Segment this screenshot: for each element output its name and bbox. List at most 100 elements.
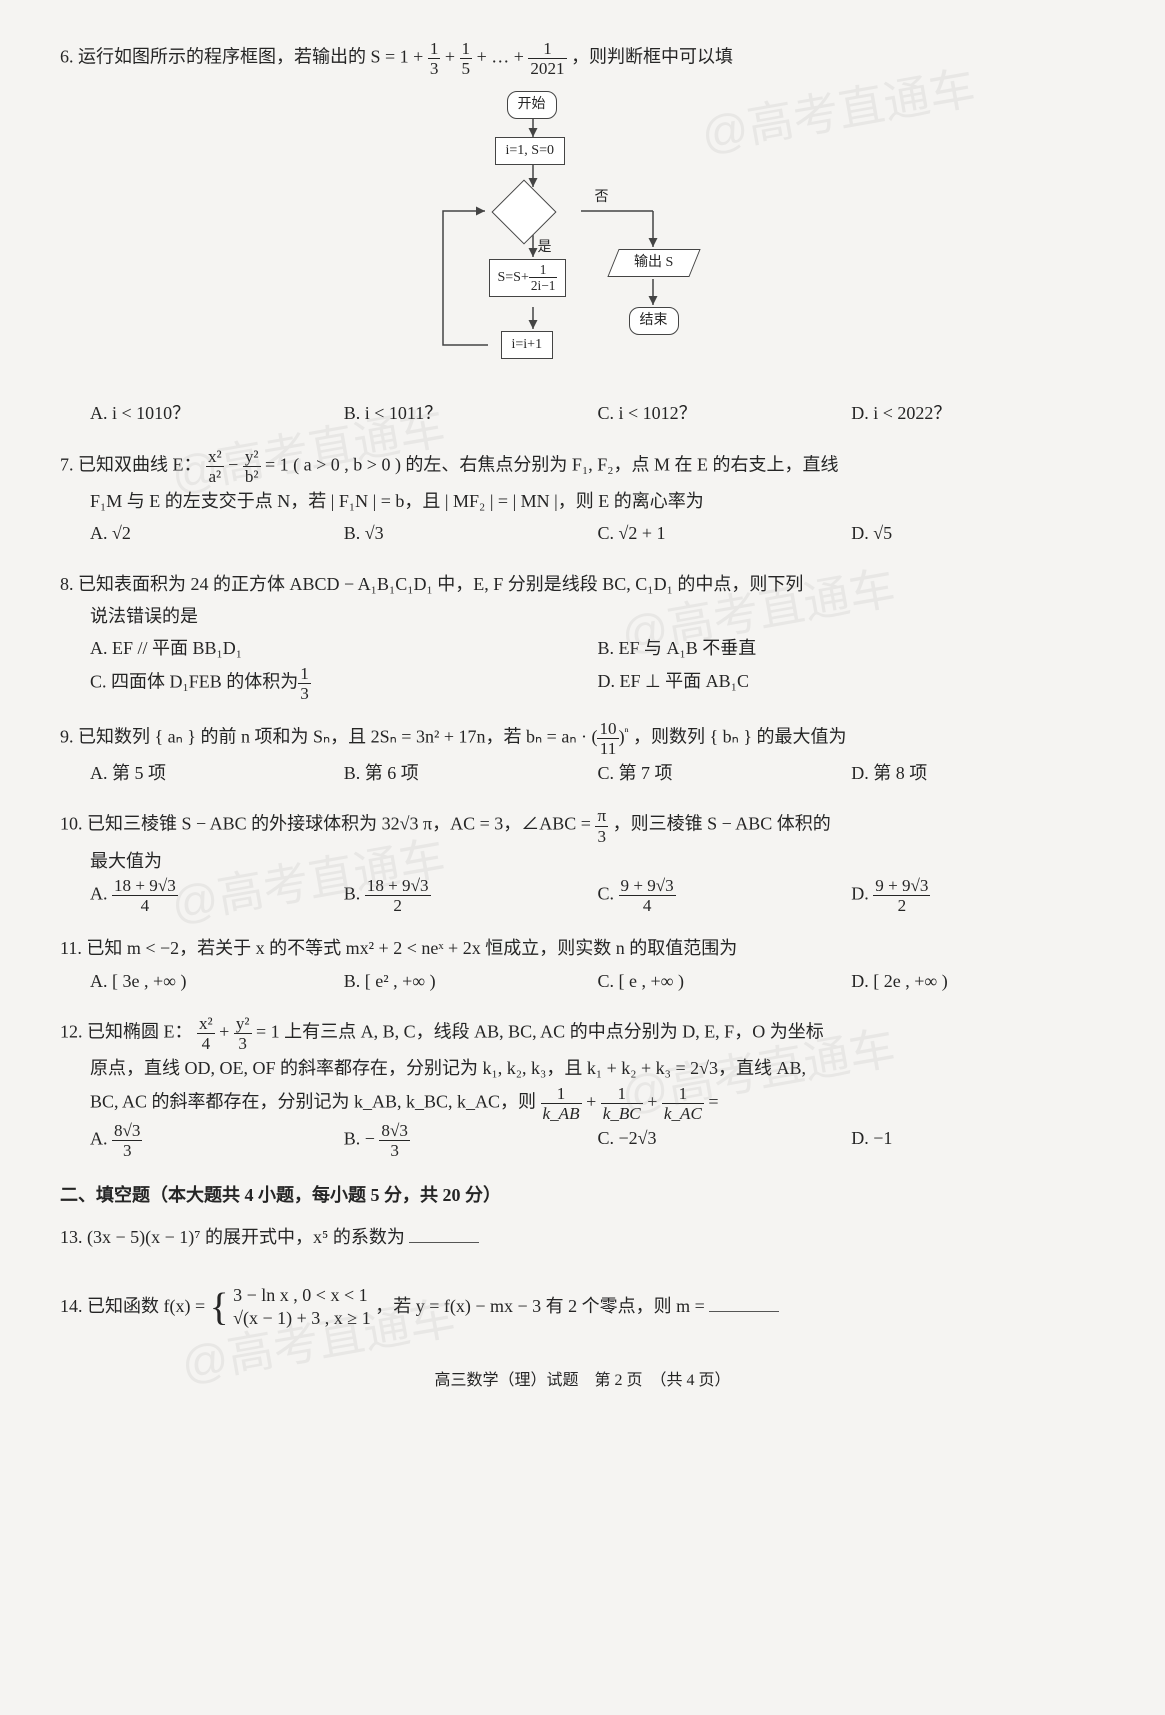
frac-x2-4: x²4 — [197, 1015, 215, 1052]
flow-output: 输出 S — [607, 249, 700, 277]
minus: − — [228, 454, 243, 474]
question-6: 6. 运行如图所示的程序框图，若输出的 S = 1 + 13 + 15 + … … — [60, 40, 1105, 430]
frac-1-5: 15 — [460, 40, 473, 77]
flowchart: 开始 i=1, S=0 是 否 S=S+12i−1 i=i+1 输出 S 结束 — [373, 87, 793, 387]
frac-1-3: 13 — [428, 40, 441, 77]
q14-number: 14. — [60, 1296, 83, 1316]
q11-stem: 已知 m < −2，若关于 x 的不等式 mx² + 2 < neˣ + 2x … — [86, 938, 737, 958]
q14-piece-2: √(x − 1) + 3 , x ≥ 1 — [233, 1307, 371, 1330]
q8-choices: A. EF // 平面 BB₁D₁ B. EF 与 A₁B 不垂直 C. 四面体… — [90, 632, 1105, 702]
flow-yes-label: 是 — [538, 235, 552, 260]
q12-stem-a: 已知椭圆 E： — [87, 1022, 193, 1042]
q9-choice-b: B. 第 6 项 — [344, 757, 598, 789]
q7-choice-b: B. √3 — [344, 517, 598, 549]
q12-stem-d: BC, AC 的斜率都存在，分别记为 k_AB, k_BC, k_AC，则 — [90, 1091, 541, 1111]
q14-piece-1: 3 − ln x , 0 < x < 1 — [233, 1284, 371, 1307]
frac-1-kbc: 1k_BC — [601, 1085, 643, 1122]
q7-choice-a: A. √2 — [90, 517, 344, 549]
q6-stem-a: 运行如图所示的程序框图，若输出的 S = 1 + — [78, 47, 428, 67]
frac-1-kac: 1k_AC — [662, 1085, 704, 1122]
q7-stem-b: = 1 ( a > 0 , b > 0 ) 的左、右焦点分别为 F₁, F₂，点… — [265, 454, 839, 474]
q7-choice-d: D. √5 — [851, 517, 1105, 549]
q10-number: 10. — [60, 814, 83, 834]
q9-choices: A. 第 5 项 B. 第 6 项 C. 第 7 项 D. 第 8 项 — [90, 757, 1105, 789]
q13-stem: (3x − 5)(x − 1)⁷ 的展开式中，x⁵ 的系数为 — [87, 1227, 405, 1247]
flow-init: i=1, S=0 — [495, 137, 565, 165]
q9-choice-d: D. 第 8 项 — [851, 757, 1105, 789]
q6-choices: A. i < 1010？ B. i < 1011？ C. i < 1012？ D… — [90, 397, 1105, 429]
q11-choice-d: D. [ 2e , +∞ ) — [851, 965, 1105, 997]
q8-stem-a: 已知表面积为 24 的正方体 ABCD − A₁B₁C₁D₁ 中，E, F 分别… — [78, 574, 803, 594]
q13-number: 13. — [60, 1227, 83, 1247]
q12-choice-b: B. − 8√33 — [344, 1122, 598, 1159]
question-12: 12. 已知椭圆 E： x²4 + y²3 = 1 上有三点 A, B, C，线… — [60, 1015, 1105, 1159]
q7-stem-c: F₁M 与 E 的左支交于点 N，若 | F₁N | = b，且 | MF₂ |… — [90, 485, 1105, 517]
frac-1-kab: 1k_AB — [541, 1085, 582, 1122]
q8-number: 8. — [60, 574, 74, 594]
q12-stem-c: 原点，直线 OD, OE, OF 的斜率都存在，分别记为 k₁, k₂, k₃，… — [90, 1052, 1105, 1084]
frac-pi-3: π3 — [595, 807, 608, 844]
q11-choice-c: C. [ e , +∞ ) — [598, 965, 852, 997]
plus: + — [219, 1022, 234, 1042]
frac-10-11: 1011 — [597, 720, 618, 757]
flow-start: 开始 — [507, 91, 557, 119]
q12-stem-b: = 1 上有三点 A, B, C，线段 AB, BC, AC 的中点分别为 D,… — [256, 1022, 824, 1042]
section-2-heading: 二、填空题（本大题共 4 小题，每小题 5 分，共 20 分） — [60, 1179, 1105, 1211]
q9-choice-a: A. 第 5 项 — [90, 757, 344, 789]
q7-choices: A. √2 B. √3 C. √2 + 1 D. √5 — [90, 517, 1105, 549]
q11-choices: A. [ 3e , +∞ ) B. [ e² , +∞ ) C. [ e , +… — [90, 965, 1105, 997]
plus: + — [586, 1091, 601, 1111]
q11-choice-a: A. [ 3e , +∞ ) — [90, 965, 344, 997]
q10-choice-c: C. 9 + 9√34 — [598, 877, 852, 914]
frac-x2-a2: x²a² — [206, 448, 224, 485]
question-10: 10. 已知三棱锥 S − ABC 的外接球体积为 32√3 π，AC = 3，… — [60, 807, 1105, 914]
q10-choice-b: B. 18 + 9√32 — [344, 877, 598, 914]
q10-stem-b: ，则三棱锥 S − ABC 体积的 — [613, 814, 831, 834]
q10-stem-c: 最大值为 — [90, 845, 1105, 877]
q8-choice-c: C. 四面体 D₁FEB 的体积为13 — [90, 665, 598, 702]
q8-choice-b: B. EF 与 A₁B 不垂直 — [598, 632, 1106, 664]
question-7: 7. 已知双曲线 E： x²a² − y²b² = 1 ( a > 0 , b … — [60, 448, 1105, 550]
q7-stem-a: 已知双曲线 E： — [78, 454, 202, 474]
q10-choice-d: D. 9 + 9√32 — [851, 877, 1105, 914]
q8-stem-b: 说法错误的是 — [90, 600, 1105, 632]
q10-stem-a: 已知三棱锥 S − ABC 的外接球体积为 32√3 π，AC = 3，∠ABC… — [87, 814, 595, 834]
q7-choice-c: C. √2 + 1 — [598, 517, 852, 549]
dots: + … + — [477, 47, 529, 67]
plus: + — [647, 1091, 662, 1111]
plus: + — [445, 47, 460, 67]
q9-number: 9. — [60, 727, 74, 747]
q9-stem-a: 已知数列 { aₙ } 的前 n 项和为 Sₙ，且 2Sₙ = 3n² + 17… — [78, 727, 591, 747]
q14-blank — [709, 1293, 779, 1312]
question-13: 13. (3x − 5)(x − 1)⁷ 的展开式中，x⁵ 的系数为 — [60, 1221, 1105, 1253]
exp-n: ⁿ — [625, 725, 629, 739]
q12-choices: A. 8√33 B. − 8√33 C. −2√3 D. −1 — [90, 1122, 1105, 1159]
flow-no-label: 否 — [595, 185, 609, 210]
frac-y2-b2: y²b² — [243, 448, 261, 485]
q11-choice-b: B. [ e² , +∞ ) — [344, 965, 598, 997]
page-footer: 高三数学（理）试题 第 2 页 （共 4 页） — [60, 1367, 1105, 1396]
q12-choice-c: C. −2√3 — [598, 1122, 852, 1159]
q9-stem-b: ，则数列 { bₙ } 的最大值为 — [633, 727, 846, 747]
question-11: 11. 已知 m < −2，若关于 x 的不等式 mx² + 2 < neˣ +… — [60, 932, 1105, 997]
question-14: 14. 已知函数 f(x) = { 3 − ln x , 0 < x < 1 √… — [60, 1272, 1105, 1343]
q8-choice-d: D. EF ⊥ 平面 AB₁C — [598, 665, 1106, 702]
q8-choice-a: A. EF // 平面 BB₁D₁ — [90, 632, 598, 664]
flow-end: 结束 — [629, 307, 679, 335]
q14-stem-b: ，若 y = f(x) − mx − 3 有 2 个零点，则 m = — [375, 1296, 705, 1316]
q7-number: 7. — [60, 454, 74, 474]
q6-choice-b: B. i < 1011？ — [344, 397, 598, 429]
q6-stem-b: ，则判断框中可以填 — [571, 47, 733, 67]
question-8: 8. 已知表面积为 24 的正方体 ABCD − A₁B₁C₁D₁ 中，E, F… — [60, 568, 1105, 702]
q6-choice-d: D. i < 2022？ — [851, 397, 1105, 429]
q12-number: 12. — [60, 1022, 83, 1042]
flow-update: S=S+12i−1 — [489, 259, 567, 297]
eq: = — [708, 1091, 718, 1111]
q10-choices: A. 18 + 9√34 B. 18 + 9√32 C. 9 + 9√34 D.… — [90, 877, 1105, 914]
q10-choice-a: A. 18 + 9√34 — [90, 877, 344, 914]
frac-1-2021: 12021 — [528, 40, 566, 77]
flow-increment: i=i+1 — [501, 331, 554, 359]
q6-choice-c: C. i < 1012？ — [598, 397, 852, 429]
q14-stem-a: 已知函数 f(x) = — [87, 1296, 210, 1316]
q6-choice-a: A. i < 1010？ — [90, 397, 344, 429]
